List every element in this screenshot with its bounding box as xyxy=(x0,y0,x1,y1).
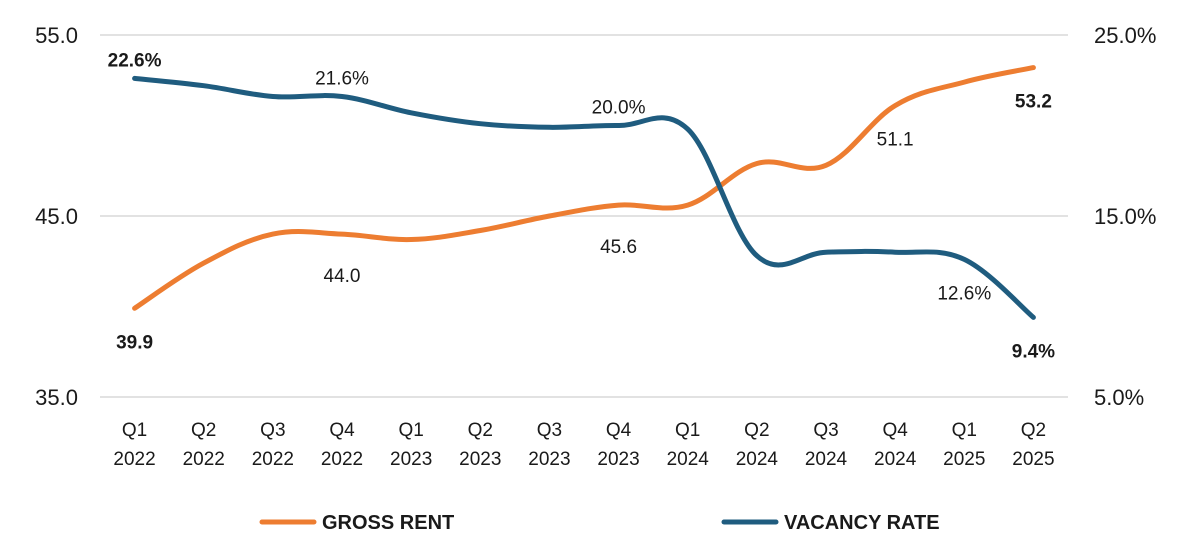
series-line-vacancy-rate xyxy=(132,75,1036,320)
x-tick-label: Q1 xyxy=(122,420,147,441)
x-tick-year-label: 2022 xyxy=(321,449,363,470)
data-label-vacancy-rate: 21.6% xyxy=(315,69,369,90)
x-tick-label: Q3 xyxy=(260,420,285,441)
x-tick-label: Q3 xyxy=(813,420,838,441)
data-label-vacancy-rate: 20.0% xyxy=(592,98,646,119)
y-right-tick-label: 5.0% xyxy=(1094,385,1144,410)
x-tick-label: Q4 xyxy=(606,420,632,441)
x-tick-year-label: 2023 xyxy=(459,449,501,470)
x-tick-label: Q2 xyxy=(191,420,216,441)
y-right-tick-label: 25.0% xyxy=(1094,23,1156,48)
x-tick-year-label: 2022 xyxy=(113,449,155,470)
x-tick-label: Q2 xyxy=(744,420,769,441)
y-left-tick-label: 45.0 xyxy=(35,204,78,229)
legend-label-vacancy-rate: VACANCY RATE xyxy=(784,512,940,534)
data-label-vacancy-rate: 12.6% xyxy=(937,283,991,304)
x-tick-year-label: 2024 xyxy=(805,449,848,470)
data-label-vacancy-rate: 22.6% xyxy=(108,50,162,71)
y-left-tick-label: 55.0 xyxy=(35,23,78,48)
x-tick-year-label: 2023 xyxy=(390,449,432,470)
data-label-gross-rent: 53.2 xyxy=(1015,92,1052,113)
x-tick-year-label: 2022 xyxy=(252,449,294,470)
x-tick-year-label: 2024 xyxy=(736,449,779,470)
x-tick-year-label: 2024 xyxy=(667,449,710,470)
data-label-vacancy-rate: 9.4% xyxy=(1012,341,1055,362)
x-tick-label: Q1 xyxy=(675,420,700,441)
x-tick-year-label: 2025 xyxy=(943,449,985,470)
x-tick-label: Q3 xyxy=(537,420,562,441)
y-right-tick-label: 15.0% xyxy=(1094,204,1156,229)
x-tick-year-label: 2023 xyxy=(597,449,639,470)
x-tick-label: Q4 xyxy=(882,420,908,441)
x-tick-year-label: 2024 xyxy=(874,449,917,470)
x-tick-label: Q1 xyxy=(398,420,423,441)
x-tick-year-label: 2025 xyxy=(1012,449,1054,470)
data-label-gross-rent: 44.0 xyxy=(324,266,361,287)
x-tick-label: Q2 xyxy=(468,420,493,441)
data-label-gross-rent: 51.1 xyxy=(877,130,914,151)
x-tick-year-label: 2022 xyxy=(183,449,225,470)
x-tick-label: Q4 xyxy=(329,420,355,441)
x-tick-year-label: 2023 xyxy=(528,449,570,470)
series-line-gross-rent xyxy=(132,65,1036,311)
x-tick-label: Q1 xyxy=(952,420,977,441)
y-left-tick-label: 35.0 xyxy=(35,385,78,410)
data-label-gross-rent: 39.9 xyxy=(116,332,153,353)
legend-label-gross-rent: GROSS RENT xyxy=(322,512,454,534)
x-tick-label: Q2 xyxy=(1021,420,1046,441)
data-label-gross-rent: 45.6 xyxy=(600,237,637,258)
